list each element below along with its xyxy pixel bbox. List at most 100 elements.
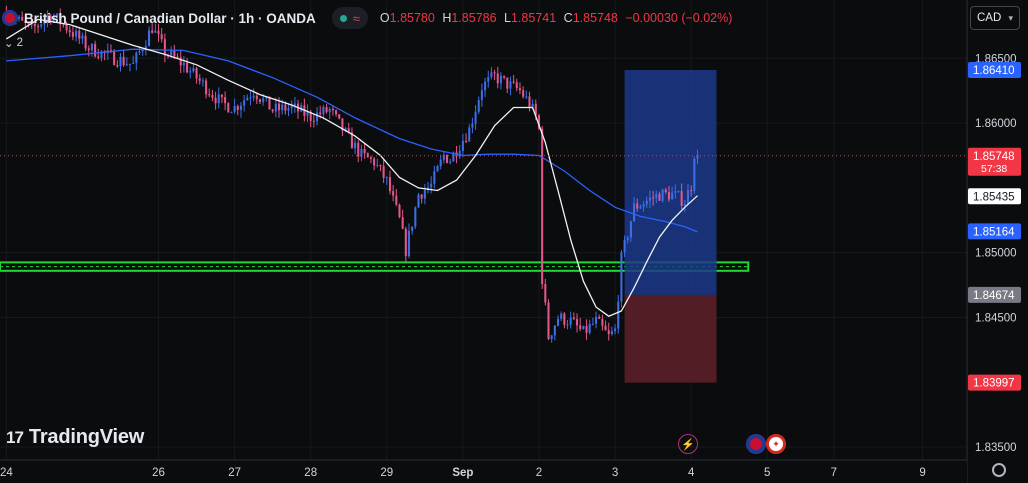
candle-body — [147, 30, 151, 47]
candle-body — [233, 106, 236, 113]
candle-body — [24, 20, 27, 23]
time-tick-label: 7 — [831, 467, 837, 479]
support-zone[interactable] — [0, 261, 750, 272]
candle-body — [556, 318, 560, 326]
candle-body — [661, 189, 664, 201]
candle-body — [614, 328, 617, 332]
candle-body — [97, 56, 100, 58]
candle-body — [347, 128, 350, 133]
candle-body — [357, 142, 360, 157]
candle-body — [626, 237, 629, 240]
time-tick-label: Sep — [452, 467, 473, 479]
indicators-toggle[interactable]: ⌄ 2 — [4, 36, 23, 50]
candle-body — [325, 106, 328, 113]
candle-body — [113, 51, 116, 65]
price-label-box — [968, 147, 1021, 176]
candle-body — [116, 64, 119, 67]
ohlc-open-value: 1.85780 — [389, 11, 435, 25]
candle-body — [601, 318, 604, 326]
candle-body — [90, 43, 93, 51]
market-status-pill[interactable]: ≈ — [331, 7, 368, 29]
symbol-title[interactable]: British Pound / Canadian Dollar · 1h · O… — [24, 10, 316, 26]
candle-body — [414, 207, 417, 227]
candle-body — [271, 109, 274, 112]
candle-body — [696, 155, 699, 159]
candle-body — [522, 90, 525, 97]
price-label-text: 1.85164 — [973, 226, 1015, 238]
candle-body — [249, 97, 252, 99]
price-axis[interactable]: 1.835001.845001.850001.860001.865001.864… — [966, 0, 1028, 483]
candle-body — [65, 24, 68, 31]
time-tick-label: 3 — [612, 467, 618, 479]
candle-body — [243, 100, 246, 106]
candle-body — [68, 30, 71, 33]
candle-body — [46, 16, 49, 21]
candle-body — [534, 103, 537, 116]
candle-body — [163, 39, 166, 56]
candle-body — [33, 23, 36, 27]
price-label-box — [968, 188, 1021, 205]
candle-body — [170, 50, 173, 56]
earnings-lightning-icon[interactable]: ⚡ — [678, 434, 698, 454]
candle-body — [652, 197, 655, 199]
candle-body — [274, 103, 277, 112]
candle-body — [331, 108, 334, 111]
fast-moving-average-line — [5, 18, 698, 317]
candle-body — [465, 140, 468, 142]
candle-body — [690, 190, 693, 192]
candle-body — [132, 62, 135, 64]
candle-body — [385, 177, 388, 179]
candle-body — [579, 325, 582, 329]
candle-body — [474, 111, 477, 124]
candle-body — [227, 103, 230, 113]
candle-body — [211, 94, 214, 98]
candle-body — [236, 106, 239, 110]
candle-body — [160, 34, 163, 40]
price-label-box — [968, 61, 1021, 78]
candle-body — [598, 316, 601, 319]
uk-event-flag-icon[interactable] — [746, 434, 766, 454]
candle-body — [452, 152, 455, 162]
candle-body — [610, 331, 613, 334]
candle-body — [179, 57, 182, 66]
candle-body — [369, 157, 372, 159]
candle-body — [671, 192, 674, 200]
candle-body — [186, 62, 189, 73]
candle-body — [509, 81, 512, 89]
candle-body — [224, 97, 227, 104]
canada-event-flag-icon[interactable]: ✦ — [766, 434, 786, 454]
price-tick-label: 1.86000 — [975, 118, 1017, 130]
ohlc-change: −0.00030 (−0.02%) — [625, 11, 733, 25]
ohlc-high-key: H — [442, 11, 452, 25]
candle-body — [585, 325, 588, 333]
candle-body — [430, 183, 433, 188]
currency-select[interactable]: CAD ▾ — [970, 6, 1020, 30]
candle-body — [458, 150, 461, 157]
candle-body — [531, 103, 534, 108]
candle-body — [480, 90, 483, 101]
candle-body — [49, 16, 52, 21]
candle-body — [633, 203, 636, 222]
candle-body — [655, 193, 658, 199]
candle-body — [56, 13, 59, 17]
candle-body — [553, 325, 556, 336]
candle-body — [686, 190, 690, 205]
time-axis[interactable]: 24 26 27 28 29 Sep 2 3 4 5 7 9 — [0, 459, 967, 483]
candle-body — [636, 203, 639, 209]
price-label-text: 1.85435 — [973, 191, 1015, 203]
candle-body — [382, 165, 385, 178]
ohlc-high-value: 1.85786 — [451, 11, 497, 25]
chart-header: British Pound / Canadian Dollar · 1h · O… — [0, 0, 736, 36]
long-position-tool[interactable] — [624, 69, 717, 383]
candle-body — [239, 105, 242, 110]
candle-body — [182, 62, 185, 66]
candle-body — [550, 335, 553, 340]
candle-body — [195, 68, 198, 79]
candle-body — [122, 56, 125, 66]
gear-icon[interactable] — [992, 463, 1006, 477]
candle-body — [680, 191, 683, 206]
candle-body — [506, 77, 509, 89]
tradingview-logo[interactable]: 17 TradingView — [6, 426, 144, 449]
